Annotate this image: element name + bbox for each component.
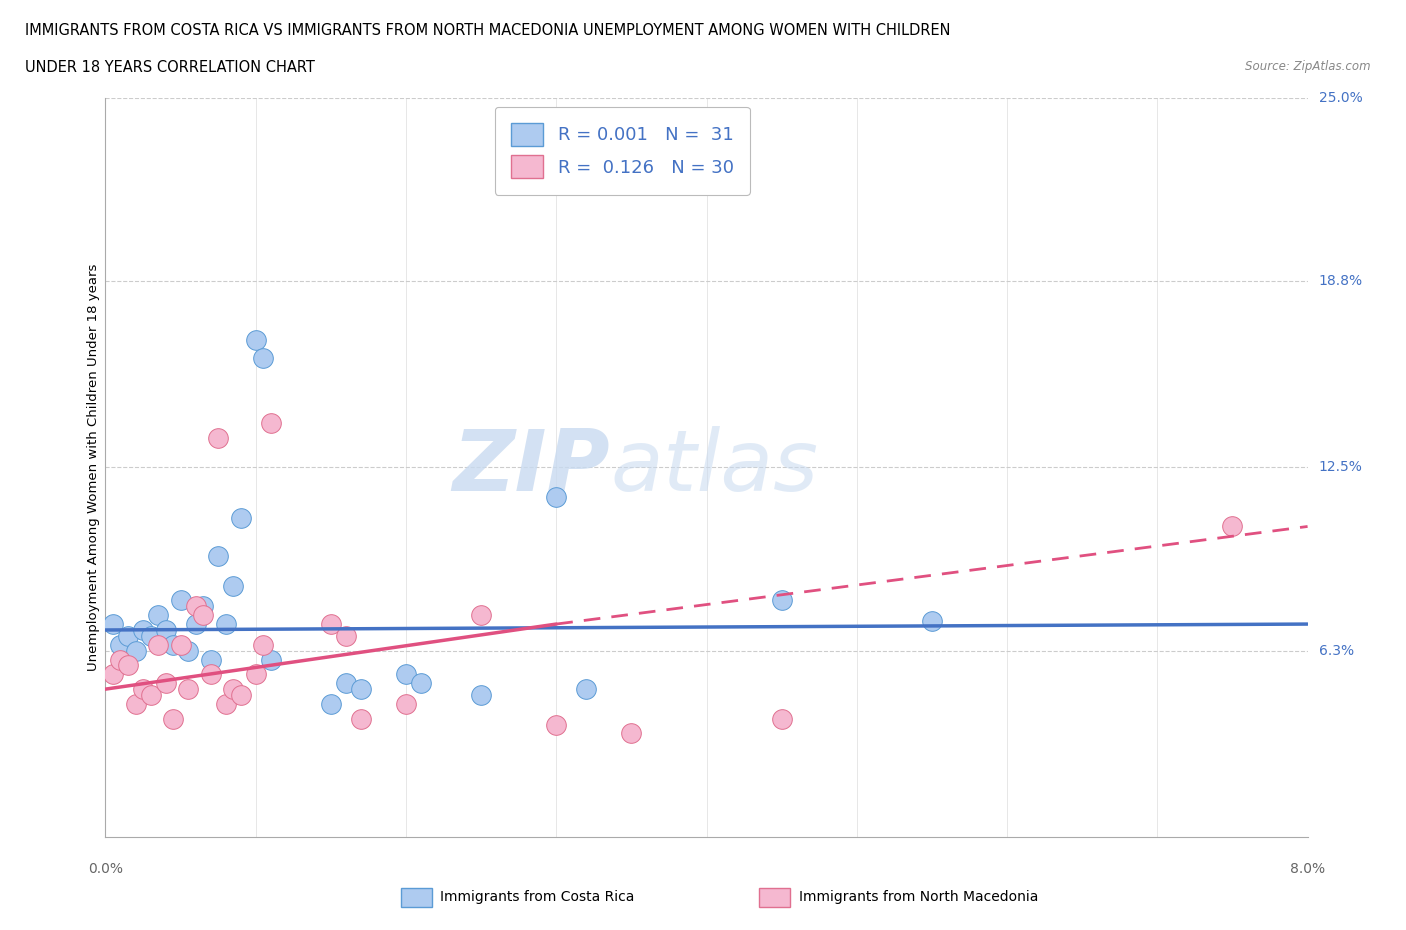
Point [124,644,146,658]
Point [184,599,207,614]
Point [101,667,124,682]
Point [162,711,184,726]
Point [260,652,283,667]
Point [245,333,267,348]
Point [335,676,357,691]
Point [229,687,252,702]
Text: 8.0%: 8.0% [1291,862,1324,876]
Point [184,617,207,631]
Point [319,617,342,631]
Point [177,644,200,658]
Point [575,682,598,697]
Point [214,697,236,711]
Text: atlas: atlas [610,426,818,509]
Text: UNDER 18 YEARS CORRELATION CHART: UNDER 18 YEARS CORRELATION CHART [25,60,315,75]
Text: Immigrants from Costa Rica: Immigrants from Costa Rica [440,890,634,905]
Point [222,578,245,593]
FancyBboxPatch shape [401,888,432,907]
Point [155,622,177,637]
Text: 18.8%: 18.8% [1319,274,1362,288]
Point [207,549,229,564]
Point [470,687,492,702]
Point [146,608,169,623]
Point [117,658,139,673]
Point [132,622,155,637]
Point [169,637,191,652]
Point [155,676,177,691]
Point [200,652,222,667]
Point [191,599,214,614]
FancyBboxPatch shape [759,888,790,907]
Point [132,682,155,697]
Point [139,629,162,644]
Point [395,697,418,711]
Point [110,637,132,652]
Point [252,637,274,652]
Point [770,711,793,726]
Point [214,617,236,631]
Point [146,637,169,652]
Point [350,682,373,697]
Point [350,711,373,726]
Text: 12.5%: 12.5% [1319,460,1362,474]
Point [229,511,252,525]
Point [117,629,139,644]
Point [409,676,432,691]
Point [546,489,568,504]
Point [921,614,943,629]
Text: 6.3%: 6.3% [1319,644,1354,658]
Text: ZIP: ZIP [453,426,610,509]
Point [260,416,283,431]
Text: 0.0%: 0.0% [89,862,122,876]
Point [162,637,184,652]
Text: Source: ZipAtlas.com: Source: ZipAtlas.com [1246,60,1371,73]
Point [245,667,267,682]
Point [470,608,492,623]
Point [191,608,214,623]
Text: IMMIGRANTS FROM COSTA RICA VS IMMIGRANTS FROM NORTH MACEDONIA UNEMPLOYMENT AMONG: IMMIGRANTS FROM COSTA RICA VS IMMIGRANTS… [25,23,950,38]
Point [319,697,342,711]
Point [200,667,222,682]
Point [546,717,568,732]
Legend: R = 0.001   N =  31, R =  0.126   N = 30: R = 0.001 N = 31, R = 0.126 N = 30 [495,107,749,194]
Point [770,593,793,608]
Point [110,652,132,667]
Point [252,351,274,365]
Point [177,682,200,697]
Text: 25.0%: 25.0% [1319,90,1362,105]
Point [169,593,191,608]
Point [620,726,643,741]
Point [395,667,418,682]
Y-axis label: Unemployment Among Women with Children Under 18 years: Unemployment Among Women with Children U… [87,263,100,671]
Text: Immigrants from North Macedonia: Immigrants from North Macedonia [799,890,1038,905]
Point [207,431,229,445]
Point [124,697,146,711]
Point [335,629,357,644]
Point [101,617,124,631]
Point [139,687,162,702]
Point [1222,519,1244,534]
Point [222,682,245,697]
